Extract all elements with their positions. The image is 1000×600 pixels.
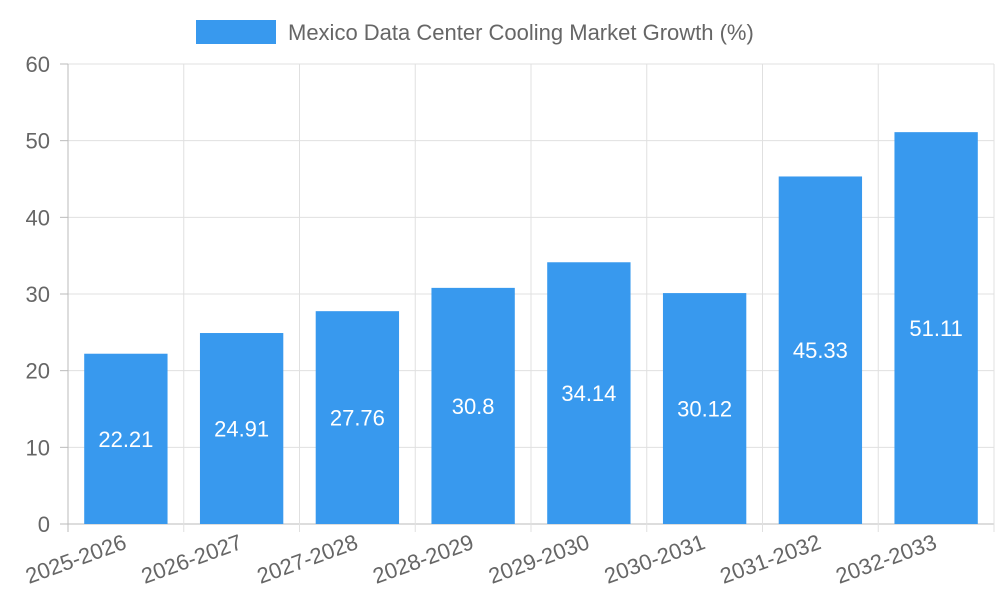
y-tick-label: 60 <box>26 52 50 77</box>
y-tick-label: 40 <box>26 205 50 230</box>
x-tick-label: 2029-2030 <box>485 529 592 588</box>
data-labels: 22.21 24.91 27.76 30.8 34.14 30.12 45.33 51.11 <box>98 316 962 452</box>
x-tick-label: 2026-2027 <box>138 529 245 588</box>
bar-value-label: 30.8 <box>452 394 495 419</box>
y-tick-label: 30 <box>26 282 50 307</box>
bar[interactable] <box>431 287 515 524</box>
bars <box>84 132 978 524</box>
bar[interactable] <box>894 132 978 524</box>
bar-value-label: 22.21 <box>98 427 153 452</box>
bar-value-label: 30.12 <box>677 397 732 422</box>
bar[interactable] <box>778 176 863 524</box>
bar[interactable] <box>547 262 631 524</box>
legend-swatch[interactable] <box>196 20 276 44</box>
x-tick-label: 2031-2032 <box>717 529 824 588</box>
bar[interactable] <box>199 333 284 524</box>
bar-value-label: 27.76 <box>330 406 385 431</box>
y-tick-label: 0 <box>38 512 50 537</box>
bar-value-label: 24.91 <box>214 417 269 442</box>
bar[interactable] <box>315 311 400 524</box>
bar[interactable] <box>662 293 747 524</box>
x-tick-label: 2030-2031 <box>601 529 708 588</box>
x-tick-label: 2028-2029 <box>369 529 476 588</box>
legend[interactable]: Mexico Data Center Cooling Market Growth… <box>196 20 754 45</box>
legend-label[interactable]: Mexico Data Center Cooling Market Growth… <box>288 20 754 45</box>
x-tick-label: 2032-2033 <box>832 529 939 588</box>
bar-value-label: 34.14 <box>561 381 616 406</box>
y-tick-label: 10 <box>26 435 50 460</box>
y-tick-label: 50 <box>26 129 50 154</box>
x-tick-label: 2025-2026 <box>22 529 129 588</box>
bar-value-label: 51.11 <box>909 316 962 341</box>
bar-value-label: 45.33 <box>793 338 848 363</box>
y-tick-label: 20 <box>26 359 50 384</box>
bar[interactable] <box>84 353 168 524</box>
x-tick-label: 2027-2028 <box>254 529 361 588</box>
